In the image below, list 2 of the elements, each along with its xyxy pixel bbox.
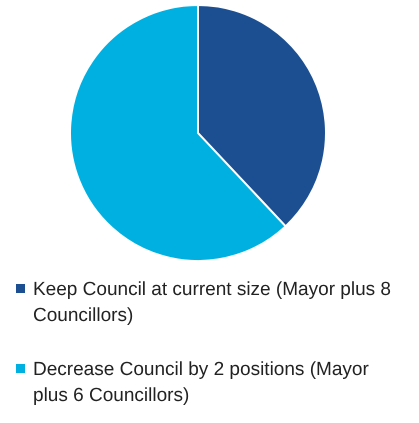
legend-label: Decrease Council by 2 positions (Mayor plus 6 Councillors) (33, 359, 370, 406)
legend-label: Keep Council at current size (Mayor plus 8 Councillors) (33, 279, 391, 326)
